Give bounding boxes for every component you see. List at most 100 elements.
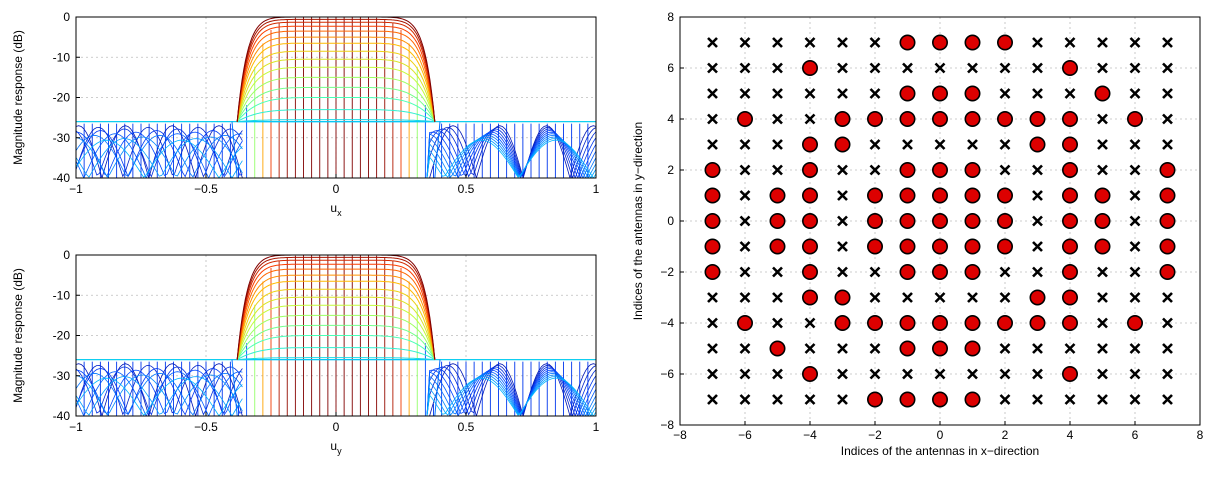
inactive-antenna-marker xyxy=(902,62,913,74)
active-antenna-marker xyxy=(704,263,721,280)
plot-area xyxy=(76,255,596,416)
sidelobe-arc xyxy=(76,364,596,416)
inactive-antenna-marker xyxy=(1032,368,1043,380)
active-antenna-marker xyxy=(1159,238,1176,255)
active-antenna-marker xyxy=(801,162,818,179)
inactive-antenna-marker xyxy=(1032,266,1043,278)
active-antenna-marker xyxy=(899,238,916,255)
inactive-antenna-marker xyxy=(1129,266,1141,278)
inactive-antenna-marker xyxy=(707,292,718,303)
x-tick-label: 0 xyxy=(333,420,340,434)
inactive-antenna-marker xyxy=(1129,139,1141,150)
inactive-antenna-marker xyxy=(1129,37,1141,48)
inactive-antenna-marker xyxy=(837,343,848,354)
inactive-antenna-marker xyxy=(772,139,783,150)
x-tick-label: 0 xyxy=(937,428,944,442)
active-antenna-marker xyxy=(996,314,1013,331)
y-tick-label: 0 xyxy=(63,10,70,24)
active-antenna-marker xyxy=(801,238,818,255)
active-antenna-marker xyxy=(1062,365,1079,382)
active-antenna-marker xyxy=(866,391,883,408)
series-line xyxy=(236,324,436,360)
inactive-antenna-marker xyxy=(999,62,1011,74)
series-line xyxy=(236,86,436,122)
inactive-antenna-marker xyxy=(804,343,816,354)
inactive-antenna-marker xyxy=(739,215,751,227)
series-line xyxy=(236,21,436,122)
inactive-antenna-marker xyxy=(999,88,1011,99)
inactive-antenna-marker xyxy=(837,266,848,278)
y-tick-label: 0 xyxy=(63,248,70,262)
inactive-antenna-marker xyxy=(739,292,751,303)
x-axis-label: ux xyxy=(330,201,342,218)
x-tick-label: −8 xyxy=(673,428,687,442)
active-antenna-marker xyxy=(931,391,948,408)
inactive-antenna-marker xyxy=(869,266,881,278)
inactive-antenna-marker xyxy=(1097,139,1108,150)
active-antenna-marker xyxy=(1062,213,1079,230)
series-line xyxy=(236,304,436,360)
series-line xyxy=(236,18,436,122)
active-antenna-marker xyxy=(801,59,818,76)
active-antenna-marker xyxy=(801,289,818,306)
inactive-antenna-marker xyxy=(902,292,913,303)
inactive-antenna-marker xyxy=(1064,37,1076,48)
active-antenna-marker xyxy=(964,391,981,408)
active-antenna-marker xyxy=(996,111,1013,128)
active-antenna-marker xyxy=(704,213,721,230)
active-antenna-marker xyxy=(964,187,981,204)
inactive-antenna-marker xyxy=(1032,62,1043,74)
inactive-antenna-marker xyxy=(967,139,978,150)
sidelobe-arc xyxy=(76,126,596,178)
inactive-antenna-marker xyxy=(804,37,816,48)
x-tick-label: −1 xyxy=(69,182,83,196)
inactive-antenna-marker xyxy=(999,139,1011,150)
active-antenna-marker xyxy=(964,162,981,179)
inactive-antenna-marker xyxy=(772,88,783,99)
active-antenna-marker xyxy=(769,238,786,255)
inactive-antenna-marker xyxy=(837,164,848,176)
y-axis-label: Magnitude response (dB) xyxy=(11,30,25,165)
inactive-antenna-marker xyxy=(1162,88,1173,99)
active-antenna-marker xyxy=(1094,85,1111,102)
y-tick-label: -10 xyxy=(53,288,71,302)
inactive-antenna-marker xyxy=(1129,215,1141,227)
inactive-antenna-marker xyxy=(1129,88,1141,99)
series-line xyxy=(237,119,435,123)
inactive-antenna-marker xyxy=(804,113,816,125)
active-antenna-marker xyxy=(899,314,916,331)
inactive-antenna-marker xyxy=(1162,113,1173,125)
inactive-antenna-marker xyxy=(999,343,1011,354)
inactive-antenna-marker xyxy=(934,62,946,74)
inactive-antenna-marker xyxy=(772,266,783,278)
inactive-antenna-marker xyxy=(707,368,718,380)
inactive-antenna-marker xyxy=(869,343,881,354)
y-tick-label: 4 xyxy=(667,112,674,126)
active-antenna-marker xyxy=(931,34,948,51)
inactive-antenna-marker xyxy=(1162,292,1173,303)
series-line xyxy=(236,274,436,360)
inactive-antenna-marker xyxy=(739,139,751,150)
x-tick-label: 8 xyxy=(1197,428,1204,442)
series-line xyxy=(236,255,436,360)
x-axis-label: uy xyxy=(330,439,342,456)
active-antenna-marker xyxy=(866,111,883,128)
inactive-antenna-marker xyxy=(1097,317,1108,329)
series-line xyxy=(236,42,436,122)
inactive-antenna-marker xyxy=(967,368,978,380)
inactive-antenna-marker xyxy=(967,62,978,74)
inactive-antenna-marker xyxy=(1064,88,1076,99)
sidelobe-arc xyxy=(76,134,596,178)
inactive-antenna-marker xyxy=(869,139,881,150)
inactive-antenna-marker xyxy=(869,368,881,380)
response-panel-1: −1 −0.5 0 0.5 1 0 -10 -20 -30 -40 ux Magnitude resp… xyxy=(11,10,600,218)
series-line xyxy=(236,288,436,360)
active-antenna-marker xyxy=(964,314,981,331)
active-antenna-marker xyxy=(931,213,948,230)
inactive-antenna-marker xyxy=(999,394,1011,405)
active-antenna-marker xyxy=(1062,136,1079,153)
y-tick-label: −2 xyxy=(660,265,674,279)
y-tick-label: -20 xyxy=(53,329,71,343)
inactive-antenna-marker xyxy=(1129,241,1141,252)
y-tick-label: -10 xyxy=(53,50,71,64)
